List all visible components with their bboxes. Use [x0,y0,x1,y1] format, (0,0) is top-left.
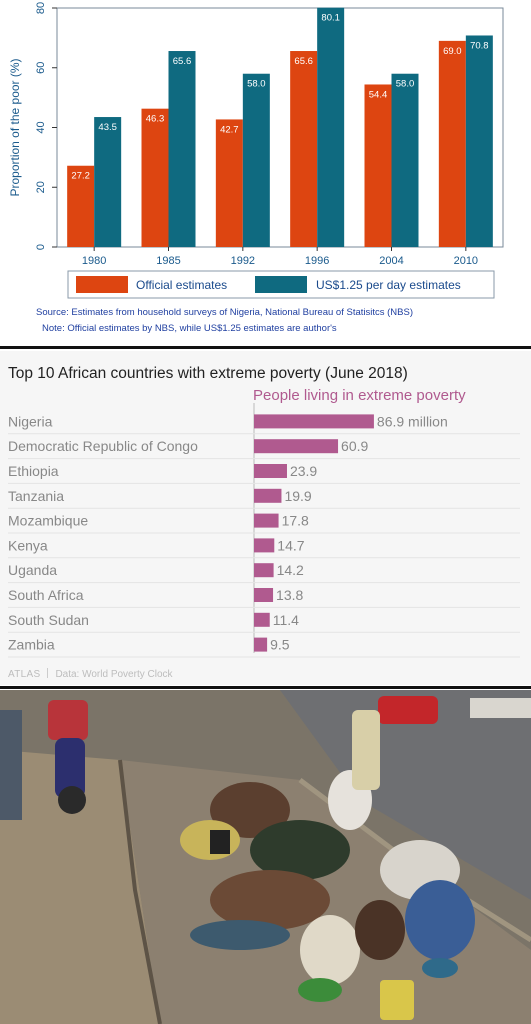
atlas-logo: ATLAS [8,669,41,680]
legend-swatch [76,276,128,293]
legend-swatch [255,276,307,293]
x-tick-label: 1996 [305,255,329,267]
bar [465,35,493,247]
bar [242,73,270,247]
africa-extreme-poverty-chart: Nigeria 86.9 million Democratic Republic o… [8,403,520,658]
x-tick-label: 1980 [82,255,106,267]
bar [254,637,268,652]
country-label: Zambia [8,637,55,653]
legend-label: Official estimates [136,278,227,292]
bar-value-label: 42.7 [220,124,239,135]
bar-value-label: 65.6 [294,56,313,67]
bar-value-label: 46.3 [146,114,165,125]
bar-value-label: 13.8 [276,587,303,603]
street-scene-illustration [0,690,531,1024]
bar-value-label: 60.9 [341,438,368,454]
bar [364,84,392,247]
africa-extreme-poverty-panel: Top 10 African countries with extreme po… [0,351,531,685]
country-label: Nigeria [8,413,53,429]
bar [215,119,243,247]
bar [317,7,345,248]
y-tick-label: 0 [35,244,47,250]
bar-value-label: 9.5 [270,637,290,653]
y-tick-label: 20 [35,181,47,193]
chart-title: Top 10 African countries with extreme po… [8,365,408,382]
bar-value-label: 17.8 [282,513,309,529]
nigeria-poverty-chart-panel: 0 20 40 60 80 Proportion of the poor (%) 27.2 4… [0,0,531,345]
country-label: Ethiopia [8,463,59,479]
bar-value-label: 65.6 [173,56,192,67]
country-label: South Sudan [8,612,89,628]
bar [254,588,274,602]
country-label: Kenya [8,537,48,553]
bar [254,488,282,503]
bar-value-label: 23.9 [290,463,317,479]
x-tick-label: 1985 [156,255,180,267]
bar-value-label: 54.4 [369,89,388,100]
bar [94,117,122,247]
bar-value-label: 14.7 [277,537,304,553]
bar-value-label: 43.5 [98,122,117,133]
legend-label: US$1.25 per day estimates [316,278,461,292]
bar-value-label: 58.0 [247,79,266,90]
chart-footnote: Note: Official estimates by NBS, while U… [42,323,337,334]
bar [254,538,275,553]
bar [254,414,374,429]
bar-value-label: 19.9 [284,488,311,504]
bar [438,40,466,247]
panel-divider-2 [0,686,531,689]
x-tick-label: 2010 [454,255,478,267]
chart-source-note: Source: Estimates from household surveys… [36,307,413,318]
bar [391,73,419,247]
panel-divider [0,346,531,349]
bar [67,165,95,247]
bar-value-label: 27.2 [71,171,90,182]
plot-frame [56,7,504,248]
country-label: Tanzania [8,488,64,504]
bar-value-label: 80.1 [321,13,340,24]
country-label: Mozambique [8,513,88,529]
country-label: Uganda [8,562,57,578]
bar [254,563,274,578]
bar-value-label: 70.8 [470,40,489,51]
chart-footer: ATLAS Data: World Poverty Clock [8,668,173,680]
bar [254,612,270,627]
x-tick-label: 1992 [231,255,255,267]
y-tick-label: 80 [35,2,47,14]
nigeria-poverty-chart: 0 20 40 60 80 Proportion of the poor (%) 27.2 4… [8,2,504,299]
bar [290,51,318,247]
bar [254,439,339,454]
x-tick-label: 2004 [379,255,403,267]
y-tick-label: 40 [35,121,47,133]
bar [254,464,287,478]
bar [168,51,196,247]
bar-value-label: 58.0 [396,79,415,90]
data-source-label: Data: World Poverty Clock [55,669,173,680]
footer-divider [47,668,49,678]
y-axis-label: Proportion of the poor (%) [8,58,22,196]
street-scene-photo [0,690,531,1024]
country-label: Democratic Republic of Congo [8,438,198,454]
country-label: South Africa [8,587,84,603]
bar-value-label: 69.0 [443,46,462,57]
bar-value-label: 14.2 [277,562,304,578]
bar-value-label: 11.4 [273,612,299,628]
bar-value-label: 86.9 million [377,413,448,429]
chart-subtitle: People living in extreme poverty [253,387,466,404]
bar [254,513,279,528]
bar [141,108,169,248]
y-tick-label: 60 [35,62,47,74]
